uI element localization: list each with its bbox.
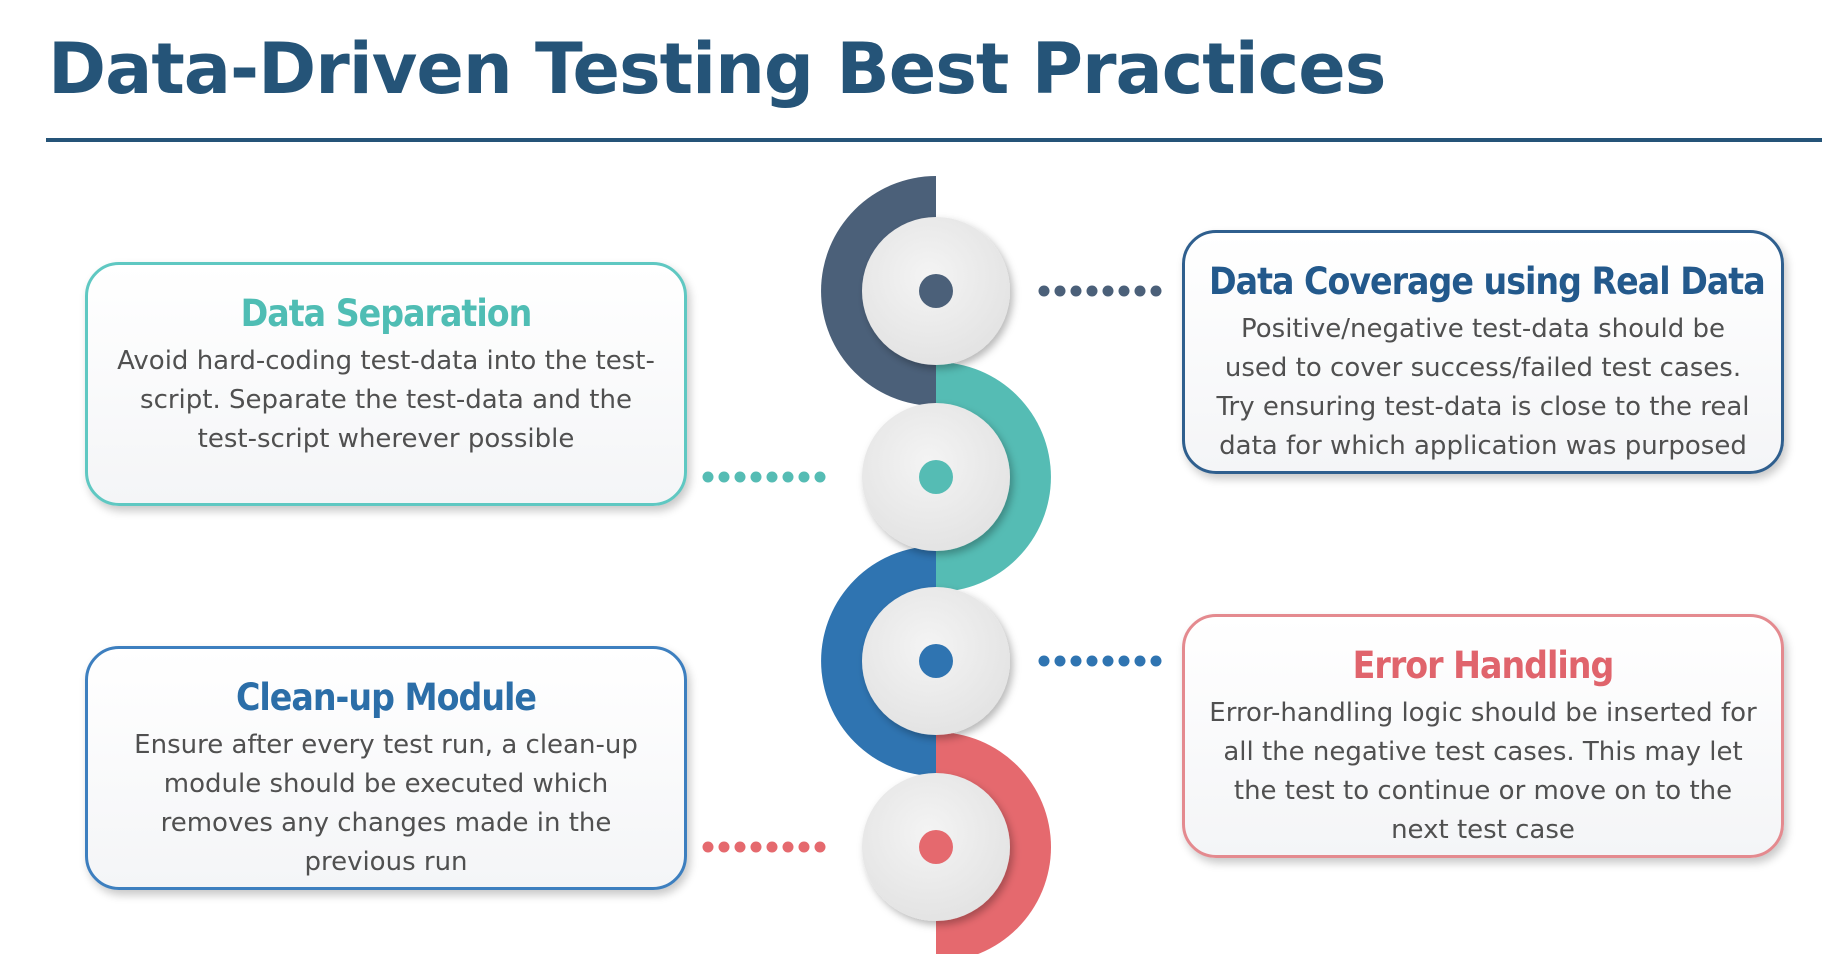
connector-dot [1134, 285, 1146, 297]
connector-data-separation [702, 471, 826, 483]
connector-error-handling [1038, 655, 1162, 667]
connector-dot [734, 841, 746, 853]
title-divider [46, 138, 1822, 142]
connector-dot [1038, 655, 1050, 667]
connector-dot [782, 471, 794, 483]
node-2-dot [919, 460, 953, 494]
connector-dot [1038, 285, 1050, 297]
connector-dot [1102, 285, 1114, 297]
connector-clean-up-module [702, 841, 826, 853]
connector-dot [702, 841, 714, 853]
connector-dot [1150, 285, 1162, 297]
node-1 [862, 217, 1010, 365]
connector-dot [814, 841, 826, 853]
node-4-dot [919, 830, 953, 864]
card-title: Data Coverage using Real Data [1209, 260, 1766, 303]
node-3 [862, 587, 1010, 735]
node-4 [862, 773, 1010, 921]
card-description: Error-handling logic should be inserted … [1209, 697, 1757, 845]
connector-dot [718, 471, 730, 483]
card-data-coverage: Data Coverage using Real Data Positive/n… [1182, 230, 1784, 474]
connector-dot [1118, 285, 1130, 297]
card-data-separation: Data Separation Avoid hard-coding test-d… [85, 262, 687, 506]
connector-dot [1054, 655, 1066, 667]
card-title: Clean-up Module [235, 676, 537, 719]
connector-dot [1070, 655, 1082, 667]
card-description: Ensure after every test run, a clean-up … [134, 729, 638, 877]
connector-dot [734, 471, 746, 483]
connector-dot [718, 841, 730, 853]
connector-dot [1070, 285, 1082, 297]
node-2 [862, 403, 1010, 551]
card-description: Positive/negative test-data should be us… [1216, 313, 1750, 461]
card-clean-up-module: Clean-up Module Ensure after every test … [85, 646, 687, 890]
connector-dot [766, 471, 778, 483]
connector-dot [1102, 655, 1114, 667]
connector-data-coverage [1038, 285, 1162, 297]
connector-dot [1086, 285, 1098, 297]
card-title: Error Handling [1352, 644, 1615, 687]
connector-dot [798, 841, 810, 853]
page-title: Data-Driven Testing Best Practices [48, 28, 1386, 110]
connector-dot [766, 841, 778, 853]
card-error-handling: Error Handling Error-handling logic shou… [1182, 614, 1784, 858]
connector-dot [814, 471, 826, 483]
connector-dot [1086, 655, 1098, 667]
connector-dot [750, 841, 762, 853]
connector-dot [1150, 655, 1162, 667]
card-title: Data Separation [240, 292, 533, 335]
connector-dot [750, 471, 762, 483]
connector-dot [702, 471, 714, 483]
card-description: Avoid hard-coding test-data into the tes… [117, 345, 655, 454]
connector-dot [1118, 655, 1130, 667]
node-1-dot [919, 274, 953, 308]
node-3-dot [919, 644, 953, 678]
connector-dot [798, 471, 810, 483]
connector-dot [1134, 655, 1146, 667]
connector-dot [1054, 285, 1066, 297]
connector-dot [782, 841, 794, 853]
